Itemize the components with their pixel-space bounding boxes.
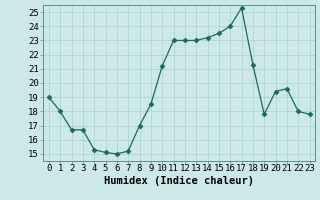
- X-axis label: Humidex (Indice chaleur): Humidex (Indice chaleur): [104, 176, 254, 186]
